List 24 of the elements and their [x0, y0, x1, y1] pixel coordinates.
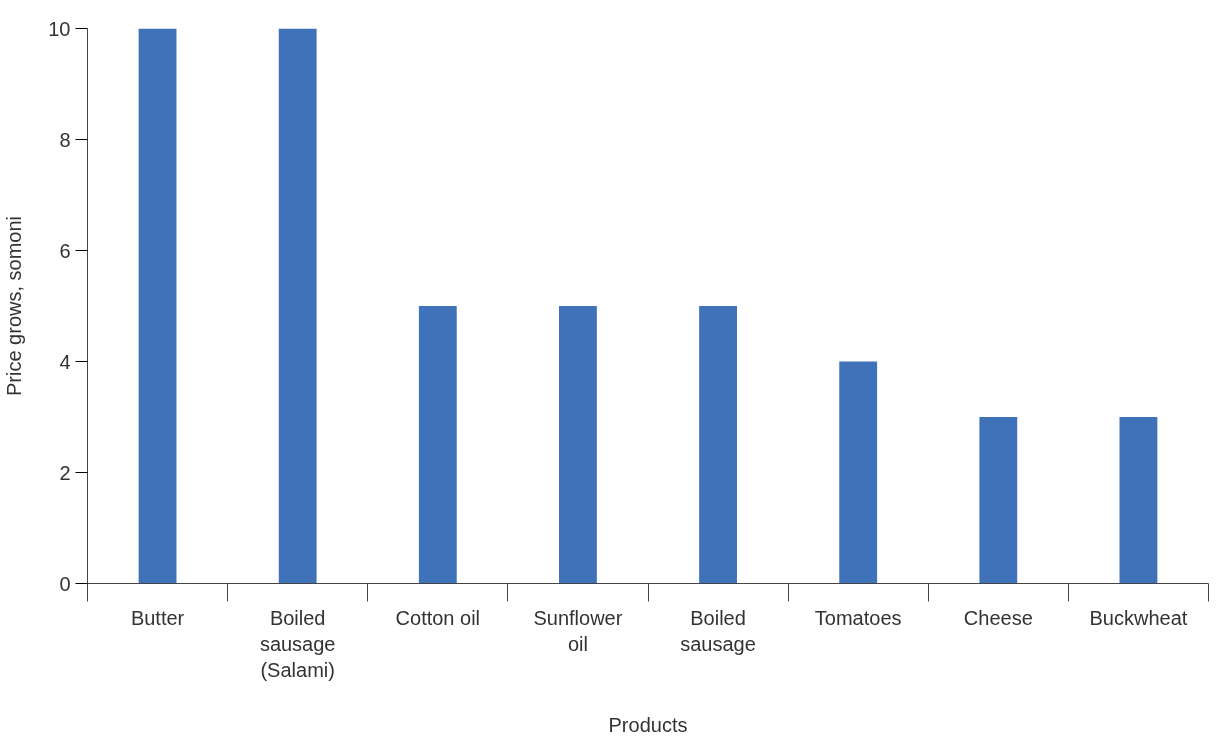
bar [979, 417, 1018, 584]
y-tick-label: 6 [59, 239, 71, 262]
y-tick-label: 2 [59, 461, 71, 484]
x-tick-label: Butter [130, 606, 185, 629]
y-tick-label: 4 [59, 350, 71, 373]
x-tick-label: Tomatoes [814, 606, 902, 629]
y-tick-label: 10 [48, 17, 71, 40]
bar [559, 306, 597, 584]
x-tick-label: Buckwheat [1089, 606, 1188, 629]
x-tick-label: Sunflower oil [533, 606, 623, 655]
bar [418, 306, 457, 584]
bar [1119, 417, 1158, 584]
x-tick-label: Cheese [963, 606, 1033, 629]
x-axis-title: Products [608, 714, 688, 737]
y-tick-label: 0 [59, 572, 71, 595]
y-tick-label: 8 [59, 128, 71, 151]
bar [839, 361, 878, 584]
x-tick-label: Cotton oil [395, 606, 481, 629]
x-tick-label: Boiled sausage [680, 606, 756, 655]
bar [699, 306, 737, 584]
bar [278, 28, 317, 584]
x-tick-label: Boiled sausage (Salami) [259, 606, 336, 682]
bar [138, 28, 177, 584]
y-axis-title: Price grows, somoni [3, 215, 26, 397]
